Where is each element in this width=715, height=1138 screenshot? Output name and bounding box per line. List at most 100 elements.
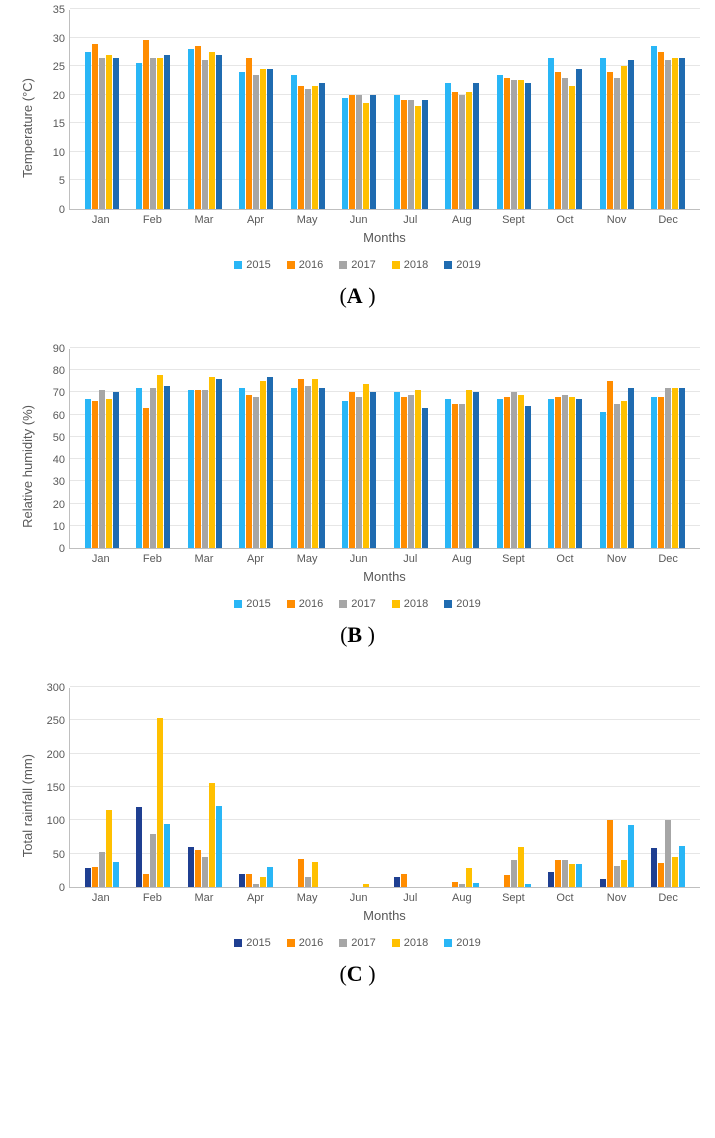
chart-c-legend-label: 2019	[456, 937, 480, 949]
chart-c-month-group	[282, 859, 334, 887]
chart-b-bar	[408, 395, 414, 548]
chart-c-bar	[459, 884, 465, 887]
chart-c-y-tick: 100	[47, 815, 65, 827]
chart-a-bar	[85, 52, 91, 209]
chart-a-month-group	[76, 44, 128, 209]
chart-b-legend-label: 2017	[351, 598, 375, 610]
legend-swatch-icon	[339, 939, 347, 947]
chart-a-bar	[466, 92, 472, 209]
chart-c-legend-label: 2018	[404, 937, 428, 949]
chart-c-bar	[312, 862, 318, 887]
chart-a-bar	[415, 106, 421, 209]
chart-b-x-tick: Apr	[230, 553, 282, 565]
chart-b-bar	[658, 397, 664, 548]
chart-b-bar	[349, 392, 355, 548]
chart-c-bar	[157, 718, 163, 887]
chart-c-y-tick: 250	[47, 715, 65, 727]
chart-c-legend-label: 2016	[299, 937, 323, 949]
chart-a-y-tick: 10	[53, 147, 65, 159]
chart-b-x-tick: Jan	[75, 553, 127, 565]
chart-c-bar	[569, 864, 575, 887]
chart-a-bar	[525, 83, 531, 209]
chart-c-bar	[136, 807, 142, 887]
chart-c-x-tick: Nov	[591, 892, 643, 904]
chart-c-month-group	[437, 868, 489, 887]
chart-c-x-ticks: JanFebMarAprMayJunJulAugSeptOctNovDec	[69, 892, 700, 904]
chart-b-bar	[511, 392, 517, 548]
chart-a-bar	[209, 52, 215, 209]
chart-c-bar	[113, 862, 119, 887]
chart-a-bar	[253, 75, 259, 209]
legend-swatch-icon	[392, 939, 400, 947]
chart-b-bar	[136, 388, 142, 548]
chart-c-bar	[548, 872, 554, 887]
legend-swatch-icon	[444, 261, 452, 269]
chart-c-legend: 20152016201720182019	[15, 937, 700, 949]
chart-c-bar	[99, 852, 105, 887]
chart-a-x-tick: Apr	[230, 214, 282, 226]
chart-a-month-group	[540, 58, 592, 209]
chart-c-bar	[188, 847, 194, 887]
chart-c-x-tick: May	[281, 892, 333, 904]
chart-b-plot-wrap: JanFebMarAprMayJunJulAugSeptOctNovDecMon…	[69, 349, 700, 584]
chart-c-bar	[621, 860, 627, 887]
chart-a-y-tick: 25	[53, 61, 65, 73]
chart-b: Relative humidity (%)0102030405060708090…	[15, 349, 700, 648]
chart-c-x-tick: Jan	[75, 892, 127, 904]
chart-a-bar	[679, 58, 685, 209]
chart-a-bar	[665, 60, 671, 209]
chart-a-bar	[401, 100, 407, 209]
chart-b-month-group	[591, 381, 643, 548]
chart-a-panel-label: (A )	[15, 283, 700, 309]
chart-a-y-tick: 35	[53, 4, 65, 16]
chart-b-bar	[356, 397, 362, 548]
chart-a-bar	[349, 95, 355, 209]
chart-b-y-tick: 30	[53, 476, 65, 488]
chart-b-month-group	[128, 375, 180, 548]
chart-b-bar	[92, 401, 98, 548]
chart-a-x-label: Months	[69, 230, 700, 245]
chart-b-month-group	[334, 384, 386, 548]
chart-a-bar	[216, 55, 222, 209]
legend-swatch-icon	[234, 600, 242, 608]
chart-c-bar	[607, 820, 613, 887]
chart-c-bar	[363, 884, 369, 887]
chart-a-y-label: Temperature (°C)	[15, 10, 39, 245]
chart-b-bar	[195, 390, 201, 548]
chart-a-bar	[445, 83, 451, 209]
chart-a-gridline	[70, 37, 700, 38]
chart-c-bar	[246, 874, 252, 887]
chart-b-y-tick: 60	[53, 410, 65, 422]
chart-b-month-group	[231, 377, 283, 548]
chart-c-month-group	[231, 867, 283, 887]
legend-swatch-icon	[444, 600, 452, 608]
chart-a-bar	[291, 75, 297, 209]
chart-a-bar	[202, 60, 208, 209]
chart-a-bar	[394, 95, 400, 209]
chart-a-bar	[157, 58, 163, 209]
chart-c-bar	[150, 834, 156, 887]
chart-a-legend-item: 2017	[339, 259, 375, 271]
chart-b-bar	[246, 395, 252, 548]
chart-b-bar	[497, 399, 503, 548]
chart-b-bar	[202, 390, 208, 548]
chart-b-bar	[679, 388, 685, 548]
chart-b-legend-item: 2019	[444, 598, 480, 610]
chart-c-x-tick: Mar	[178, 892, 230, 904]
chart-b-bar	[319, 388, 325, 548]
chart-a-x-tick: Dec	[642, 214, 694, 226]
chart-b-bar	[394, 392, 400, 548]
chart-c-bar	[305, 877, 311, 887]
chart-c-bar	[209, 783, 215, 887]
chart-a-x-tick: Jan	[75, 214, 127, 226]
chart-a-y-label-text: Temperature (°C)	[20, 78, 35, 178]
chart-a-legend-label: 2016	[299, 259, 323, 271]
chart-c-legend-label: 2017	[351, 937, 375, 949]
legend-swatch-icon	[234, 939, 242, 947]
chart-a-y-tick: 15	[53, 118, 65, 130]
chart-b-x-tick: Jun	[333, 553, 385, 565]
chart-b-legend-item: 2018	[392, 598, 428, 610]
chart-b-y-ticks: 0102030405060708090	[39, 349, 69, 549]
chart-a-x-tick: Jul	[384, 214, 436, 226]
chart-b-x-tick: Jul	[384, 553, 436, 565]
